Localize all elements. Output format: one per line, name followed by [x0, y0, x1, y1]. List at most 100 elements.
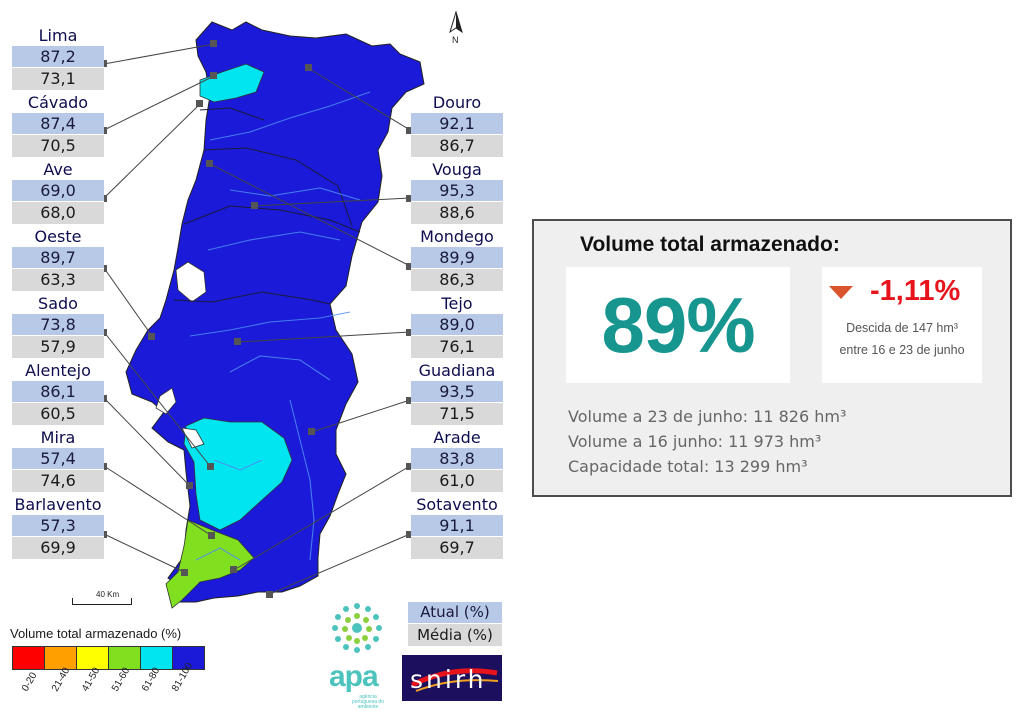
- basin-mean-value: 88,6: [411, 202, 503, 224]
- basin-name: Arade: [433, 428, 481, 447]
- sado-basin-region: [183, 417, 293, 531]
- portugal-basin-map: [100, 21, 425, 609]
- value-legend: Atual (%) Média (%): [408, 602, 502, 646]
- color-scale: [12, 646, 205, 670]
- basin-label-sado: Sado 73,8 57,9: [12, 292, 104, 358]
- total-percentage: 89%: [601, 280, 755, 369]
- basin-actual-value: 89,7: [12, 247, 104, 269]
- basin-actual-value: 73,8: [12, 314, 104, 336]
- scale-swatch-81-100: [172, 646, 205, 670]
- basin-actual-value: 57,3: [12, 515, 104, 537]
- basin-name: Vouga: [432, 160, 482, 179]
- weekly-change-description: Descida de 147 hm³ entre 16 e 23 de junh…: [822, 317, 982, 361]
- basin-label-oeste: Oeste 89,7 63,3: [12, 225, 104, 291]
- basin-mean-value: 76,1: [411, 336, 503, 358]
- basin-actual-value: 92,1: [411, 113, 503, 135]
- basin-mean-value: 60,5: [12, 403, 104, 425]
- basin-label-guadiana: Guadiana 93,5 71,5: [411, 359, 503, 425]
- mainland-basins-region: [125, 21, 425, 603]
- basin-mean-value: 69,7: [411, 537, 503, 559]
- basin-actual-value: 93,5: [411, 381, 503, 403]
- basin-label-sotavento: Sotavento 91,1 69,7: [411, 493, 503, 559]
- river-network: [189, 91, 371, 561]
- weekly-change-value: -1,11%: [870, 275, 961, 307]
- basin-label-mira: Mira 57,4 74,6: [12, 426, 104, 492]
- basin-name: Douro: [432, 93, 482, 112]
- volume-16-june: Volume a 16 junho: 11 973 hm³: [568, 432, 822, 451]
- basin-mean-value: 63,3: [12, 269, 104, 291]
- sado-estuary: [181, 427, 205, 449]
- scale-title: Volume total armazenado (%): [10, 626, 182, 641]
- north-arrow-icon: N: [446, 10, 466, 51]
- apa-logo: [328, 598, 386, 708]
- basin-label-lima: Lima 87,2 73,1: [12, 24, 104, 90]
- basin-mean-value: 61,0: [411, 470, 503, 492]
- basin-label-barlavento: Barlavento 57,3 69,9: [12, 493, 104, 559]
- basin-mean-value: 69,9: [12, 537, 104, 559]
- total-capacity: Capacidade total: 13 299 hm³: [568, 457, 808, 476]
- scale-bar-label: 40 Km: [96, 590, 120, 599]
- scale-swatch-61-80: [140, 646, 173, 670]
- north-label: N: [452, 35, 459, 45]
- basin-actual-value: 87,4: [12, 113, 104, 135]
- scale-swatch-0-20: [12, 646, 45, 670]
- basin-label-cavado: Cávado 87,4 70,5: [12, 91, 104, 157]
- basin-name: Oeste: [34, 227, 82, 246]
- basin-name: Tejo: [441, 294, 473, 313]
- basin-label-alentejo: Alentejo 86,1 60,5: [12, 359, 104, 425]
- summary-panel: Volume total armazenado: 89% -1,11% Desc…: [532, 219, 1012, 497]
- basin-label-douro: Douro 92,1 86,7: [411, 91, 503, 157]
- basin-label-vouga: Vouga 95,3 88,6: [411, 158, 503, 224]
- basin-name: Guadiana: [418, 361, 496, 380]
- basin-actual-value: 89,0: [411, 314, 503, 336]
- mira-barlavento-basin-region: [165, 519, 255, 609]
- basin-label-ave: Ave 69,0 68,0: [12, 158, 104, 224]
- basin-name: Sotavento: [416, 495, 498, 514]
- basin-actual-value: 86,1: [12, 381, 104, 403]
- basin-mean-value: 71,5: [411, 403, 503, 425]
- basin-name: Lima: [38, 26, 78, 45]
- basin-name: Mondego: [420, 227, 494, 246]
- basin-mean-value: 68,0: [12, 202, 104, 224]
- total-percentage-card: 89%: [566, 267, 790, 383]
- basin-borders: [173, 107, 361, 305]
- ave-basin-region: [199, 63, 265, 103]
- basin-mean-value: 86,7: [411, 135, 503, 157]
- basin-actual-value: 91,1: [411, 515, 503, 537]
- basin-actual-value: 89,9: [411, 247, 503, 269]
- basin-mean-value: 86,3: [411, 269, 503, 291]
- basin-actual-value: 83,8: [411, 448, 503, 470]
- basin-actual-value: 87,2: [12, 46, 104, 68]
- snirh-logo: snirh: [402, 655, 502, 701]
- basin-label-mondego: Mondego 89,9 86,3: [411, 225, 503, 291]
- basin-name: Alentejo: [25, 361, 91, 380]
- basin-name: Ave: [43, 160, 73, 179]
- basin-mean-value: 70,5: [12, 135, 104, 157]
- apa-logo-text: apa: [329, 660, 379, 693]
- basin-name: Barlavento: [14, 495, 102, 514]
- basin-name: Mira: [40, 428, 76, 447]
- basin-actual-value: 95,3: [411, 180, 503, 202]
- legend-actual-label: Atual (%): [408, 602, 502, 624]
- scale-bar: [72, 598, 132, 605]
- tejo-estuary: [155, 387, 177, 415]
- volume-23-june: Volume a 23 de junho: 11 826 hm³: [568, 407, 847, 426]
- apa-logo-subtext: agência portuguesa do ambiente: [352, 694, 384, 710]
- basin-actual-value: 57,4: [12, 448, 104, 470]
- basin-label-tejo: Tejo 89,0 76,1: [411, 292, 503, 358]
- change-desc-line-1: Descida de 147 hm³: [846, 321, 958, 335]
- legend-mean-label: Média (%): [408, 624, 502, 646]
- basin-mean-value: 74,6: [12, 470, 104, 492]
- basin-mean-value: 57,9: [12, 336, 104, 358]
- basin-actual-value: 69,0: [12, 180, 104, 202]
- down-triangle-icon: [829, 286, 853, 299]
- basin-label-arade: Arade 83,8 61,0: [411, 426, 503, 492]
- scale-swatch-21-40: [44, 646, 77, 670]
- leader-lines: [103, 43, 411, 595]
- snirh-logo-text: snirh: [410, 665, 487, 694]
- weekly-change-card: -1,11% Descida de 147 hm³ entre 16 e 23 …: [822, 267, 982, 383]
- change-desc-line-2: entre 16 e 23 de junho: [839, 343, 965, 357]
- mondego-coast-gap: [175, 261, 207, 303]
- basin-mean-value: 73,1: [12, 68, 104, 90]
- panel-title: Volume total armazenado:: [580, 233, 840, 256]
